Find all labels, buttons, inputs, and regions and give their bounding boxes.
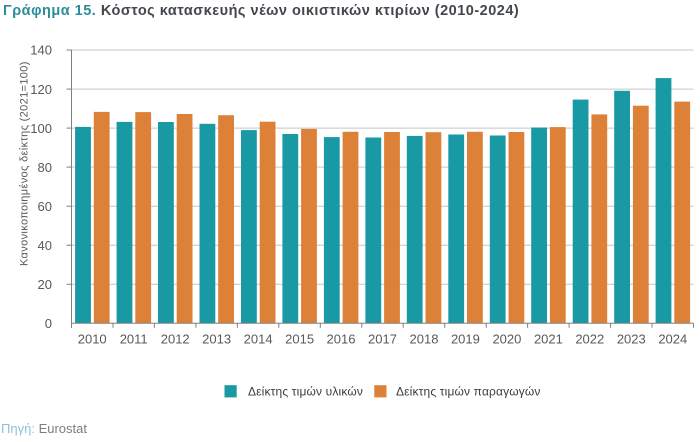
svg-text:2019: 2019 bbox=[451, 332, 480, 347]
svg-text:40: 40 bbox=[38, 238, 52, 253]
svg-text:2017: 2017 bbox=[368, 332, 397, 347]
svg-text:2010: 2010 bbox=[78, 332, 107, 347]
svg-text:80: 80 bbox=[38, 160, 52, 175]
svg-text:2016: 2016 bbox=[327, 332, 356, 347]
svg-text:0: 0 bbox=[45, 316, 52, 331]
svg-text:100: 100 bbox=[30, 121, 52, 136]
svg-text:60: 60 bbox=[38, 199, 52, 214]
svg-text:2013: 2013 bbox=[202, 332, 231, 347]
svg-text:2015: 2015 bbox=[285, 332, 314, 347]
svg-text:20: 20 bbox=[38, 277, 52, 292]
svg-text:2024: 2024 bbox=[658, 332, 687, 347]
svg-text:Δείκτης τιμών παραγωγών: Δείκτης τιμών παραγωγών bbox=[396, 385, 541, 399]
svg-text:Κανονικοποιημένος δείκτης (202: Κανονικοποιημένος δείκτης (2021=100) bbox=[19, 61, 31, 266]
svg-text:2021: 2021 bbox=[534, 332, 563, 347]
svg-text:140: 140 bbox=[30, 43, 52, 58]
svg-text:Δείκτης τιμών υλικών: Δείκτης τιμών υλικών bbox=[248, 385, 363, 399]
svg-text:2011: 2011 bbox=[120, 332, 148, 347]
svg-text:2018: 2018 bbox=[410, 332, 439, 347]
svg-text:2023: 2023 bbox=[617, 332, 646, 347]
svg-text:120: 120 bbox=[30, 82, 52, 97]
svg-text:2012: 2012 bbox=[161, 332, 190, 347]
svg-text:2022: 2022 bbox=[575, 332, 604, 347]
svg-text:2020: 2020 bbox=[492, 332, 521, 347]
svg-text:2014: 2014 bbox=[244, 332, 273, 347]
